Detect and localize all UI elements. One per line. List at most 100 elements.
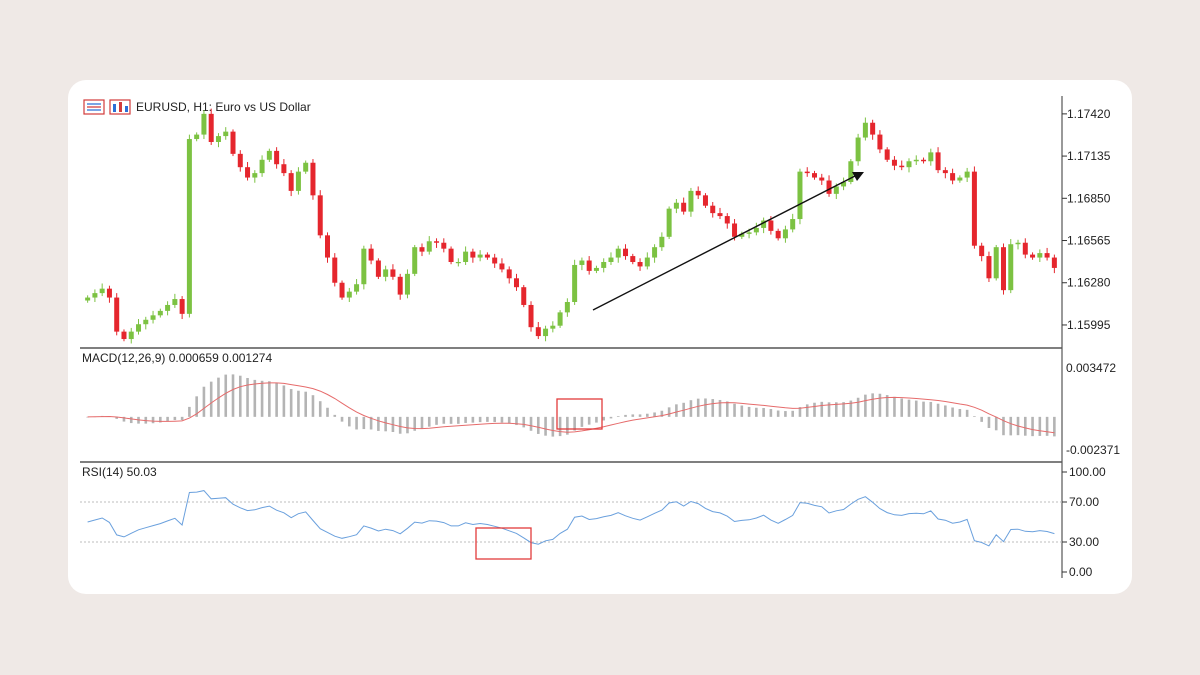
candle-down bbox=[230, 129, 236, 157]
macd-bar bbox=[704, 398, 707, 417]
candle-up bbox=[957, 175, 963, 183]
macd-bar bbox=[624, 414, 627, 417]
macd-bar bbox=[747, 406, 751, 417]
candle-down bbox=[630, 253, 636, 265]
candle-up bbox=[383, 265, 389, 282]
candle-up bbox=[412, 244, 418, 277]
candle-up bbox=[993, 244, 999, 281]
macd-bar bbox=[188, 406, 191, 417]
macd-bar bbox=[675, 404, 678, 417]
macd-bar bbox=[1009, 416, 1013, 436]
macd-bar bbox=[238, 375, 242, 417]
macd-bar bbox=[260, 380, 264, 417]
candle-up bbox=[688, 187, 694, 217]
macd-bar bbox=[195, 396, 198, 417]
candle-up bbox=[143, 316, 149, 330]
macd-bar bbox=[268, 381, 271, 417]
macd-bar bbox=[297, 390, 300, 417]
macd-bar bbox=[864, 394, 867, 417]
candle-up bbox=[550, 321, 556, 333]
macd-bar bbox=[129, 416, 133, 424]
macd-bar bbox=[253, 379, 257, 417]
candle-up bbox=[761, 217, 767, 234]
macd-bar bbox=[653, 412, 656, 417]
candle-up bbox=[426, 236, 432, 255]
macd-bar bbox=[718, 399, 722, 417]
candle-down bbox=[935, 147, 941, 174]
candle-down bbox=[819, 173, 825, 185]
macd-bar bbox=[893, 396, 896, 417]
candle-up bbox=[354, 279, 360, 295]
candle-down bbox=[702, 193, 708, 208]
macd-bar bbox=[398, 416, 402, 434]
macd-bar bbox=[1002, 416, 1005, 436]
candle-down bbox=[513, 273, 519, 291]
candle-down bbox=[179, 296, 185, 320]
candle-down bbox=[114, 293, 120, 336]
macd-bar bbox=[871, 393, 874, 417]
macd-bar bbox=[1031, 416, 1034, 437]
candle-up bbox=[215, 133, 221, 148]
candle-down bbox=[623, 244, 629, 260]
candle-down bbox=[884, 147, 890, 162]
candle-up bbox=[753, 222, 759, 236]
rsi-line bbox=[87, 490, 1055, 547]
trend-arrow bbox=[592, 172, 864, 311]
order-book-icon[interactable] bbox=[83, 99, 105, 115]
macd-bar bbox=[340, 416, 344, 422]
candle-up bbox=[790, 213, 796, 233]
candle-down bbox=[237, 150, 243, 172]
candle-up bbox=[608, 252, 614, 265]
candle-up bbox=[259, 155, 265, 177]
macd-bar bbox=[885, 395, 889, 417]
macd-bar bbox=[318, 401, 322, 417]
macd-bar bbox=[755, 407, 758, 417]
candle-up bbox=[964, 167, 970, 182]
candle-down bbox=[121, 329, 127, 342]
candle-down bbox=[695, 186, 701, 200]
candle-up bbox=[543, 325, 549, 342]
macd-histogram bbox=[86, 374, 1056, 437]
macd-bar bbox=[762, 407, 765, 417]
macd-bar bbox=[304, 391, 307, 417]
macd-bar bbox=[457, 416, 460, 424]
macd-bar bbox=[944, 405, 947, 417]
candle-down bbox=[804, 167, 810, 177]
candle-up bbox=[404, 269, 410, 299]
macd-bar bbox=[435, 416, 438, 425]
macd-bar bbox=[922, 401, 925, 417]
macd-bar bbox=[965, 409, 969, 417]
candle-down bbox=[1000, 243, 1006, 295]
macd-bar bbox=[616, 416, 620, 417]
candle-up bbox=[172, 293, 178, 308]
macd-bar bbox=[740, 405, 744, 417]
macd-bar bbox=[595, 416, 598, 423]
candle-up bbox=[186, 134, 192, 318]
macd-bar bbox=[791, 410, 794, 417]
candle-up bbox=[1008, 239, 1014, 294]
macd-bar bbox=[413, 416, 417, 431]
candle-down bbox=[877, 130, 883, 154]
macd-bar bbox=[449, 416, 453, 424]
macd-bar bbox=[856, 397, 860, 417]
candle-up bbox=[194, 132, 200, 142]
macd-bar bbox=[486, 416, 489, 422]
macd-bar bbox=[122, 416, 126, 422]
macd-bar bbox=[878, 393, 882, 417]
price-tick-label: 1.16850 bbox=[1067, 191, 1111, 205]
macd-bar bbox=[994, 416, 998, 431]
macd-bar bbox=[776, 410, 780, 417]
macd-bar bbox=[987, 416, 991, 428]
macd-tick-label: -0.002371 bbox=[1066, 443, 1120, 457]
candle-up bbox=[128, 327, 134, 344]
candle-down bbox=[891, 156, 897, 171]
macd-bar bbox=[580, 416, 584, 427]
macd-bar bbox=[1045, 416, 1049, 436]
macd-bar bbox=[515, 416, 518, 426]
macd-bar bbox=[638, 414, 642, 417]
chart-window-icon[interactable] bbox=[109, 99, 131, 115]
candle-up bbox=[266, 148, 272, 162]
candle-up bbox=[1037, 249, 1043, 262]
candle-down bbox=[521, 284, 527, 308]
candle-up bbox=[85, 295, 91, 303]
